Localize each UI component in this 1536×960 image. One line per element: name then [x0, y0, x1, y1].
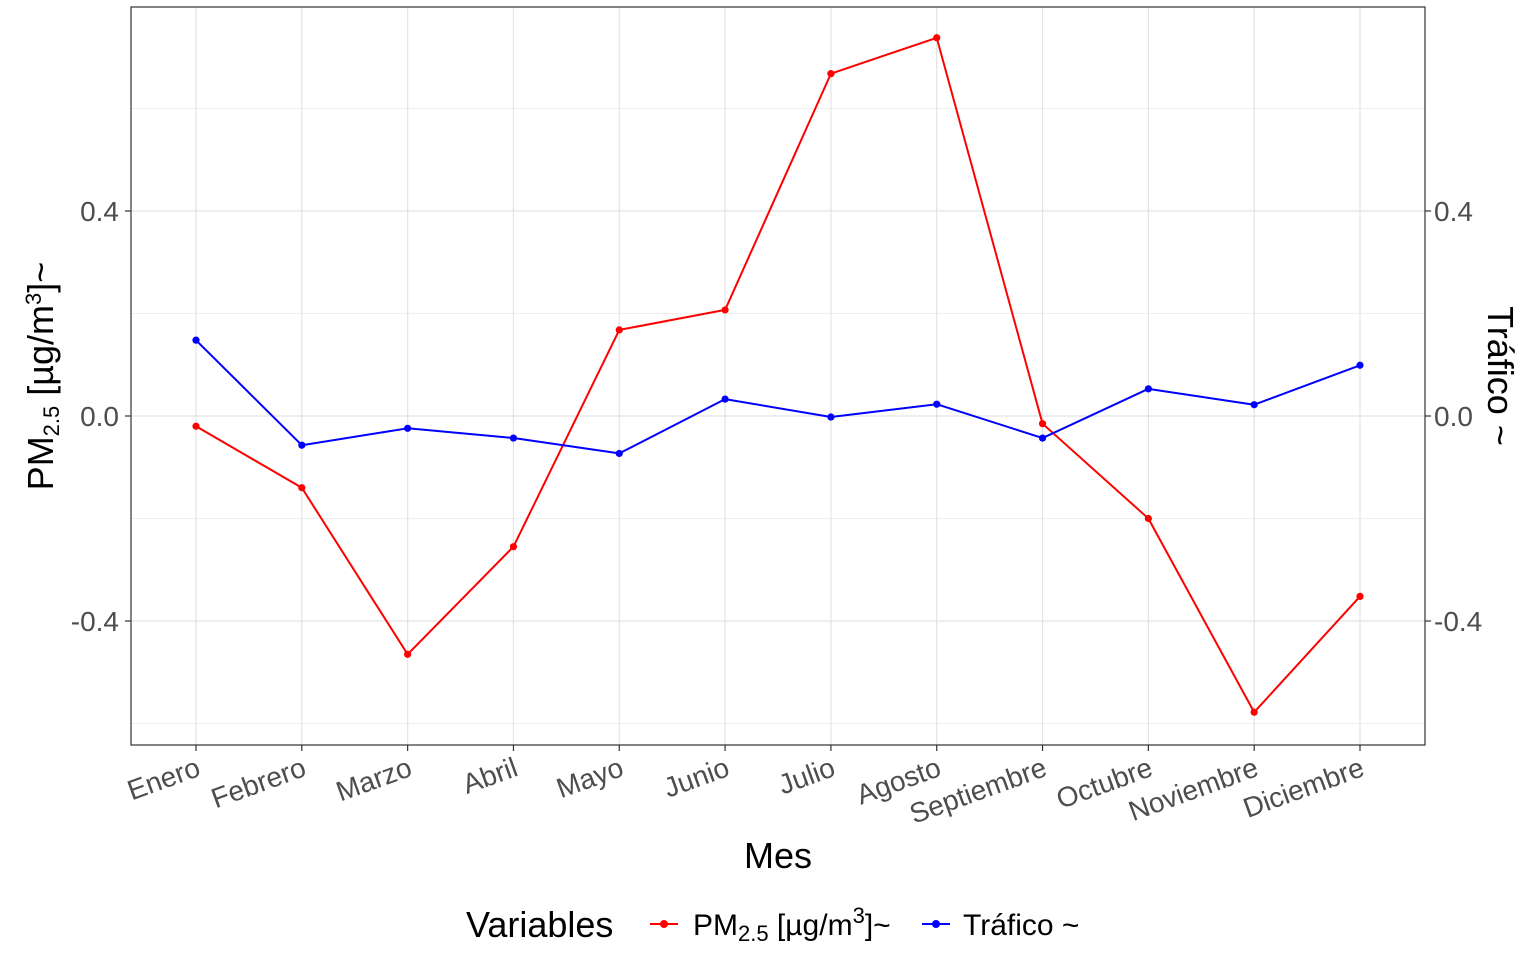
data-point-1 [1038, 434, 1047, 442]
legend-key-point [932, 920, 940, 928]
x-tick-label: Mayo [552, 752, 627, 805]
data-point-0 [1038, 420, 1047, 428]
data-point-0 [192, 422, 200, 430]
data-point-0 [721, 306, 729, 314]
legend-label-trafico: Tráfico ~ [963, 909, 1079, 942]
data-point-0 [509, 543, 518, 551]
data-point-0 [933, 34, 941, 42]
legend-key-trafico [922, 920, 950, 928]
data-point-0 [1250, 708, 1258, 716]
y-left-sup: 3 [21, 293, 46, 305]
y-left-sub: 2.5 [39, 406, 64, 437]
data-point-0 [298, 484, 306, 492]
data-point-1 [1144, 385, 1152, 393]
data-point-1 [933, 400, 941, 408]
legend: Variables PM2.5 [µg/m3]~ Tráfico ~ [466, 903, 1079, 946]
data-point-0 [615, 326, 623, 334]
legend-label-pm25: PM2.5 [µg/m3]~ [693, 903, 891, 946]
grid-major [131, 7, 1425, 745]
data-point-1 [404, 424, 412, 432]
y-axis-title-left: PM2.5 [µg/m3]~ [20, 262, 64, 491]
data-point-1 [192, 336, 200, 344]
x-tick-label: Julio [774, 752, 839, 801]
data-point-0 [1144, 514, 1152, 523]
series-line-0 [195, 36, 1361, 714]
series-line-1 [195, 339, 1361, 455]
y-tick-label-left: 0.4 [80, 196, 119, 227]
x-tick-label: Diciembre [1239, 752, 1368, 824]
data-point-1 [615, 449, 623, 458]
data-point-1 [721, 395, 729, 403]
y-left-unit-pre: [µg/m [20, 305, 61, 406]
y-tick-label-right: 0.0 [1434, 401, 1473, 432]
data-point-1 [509, 434, 518, 442]
legend-pm-sub: 2.5 [738, 921, 769, 946]
ticks-layer: -0.4 -0.4 0.0 0.0 0.4 0.4 Enero Febrero Marzo Abr… [71, 196, 1483, 830]
y-tick-label-right: -0.4 [1434, 606, 1482, 637]
data-point-0 [404, 650, 412, 658]
panel-border [130, 6, 1426, 746]
legend-pm-sup: 3 [853, 903, 865, 928]
y-tick-label-left: -0.4 [71, 606, 119, 637]
y-tick-label-right: 0.4 [1434, 196, 1473, 227]
data-point-1 [298, 441, 306, 449]
legend-pm-base: PM [693, 909, 738, 942]
x-tick-label: Marzo [332, 752, 416, 808]
legend-pm-unit-post: ]~ [865, 909, 891, 942]
data-point-1 [1356, 361, 1364, 369]
y-axis-title-right: Tráfico ~ [1480, 306, 1521, 446]
x-tick-label: Junio [660, 752, 734, 804]
legend-title: Variables [466, 904, 613, 945]
series-layer [192, 34, 1364, 716]
y-left-base: PM [20, 436, 61, 490]
legend-key-pm25 [650, 920, 678, 928]
y-tick-label-left: 0.0 [80, 401, 119, 432]
grid-minor [131, 108, 1425, 724]
data-point-0 [827, 70, 835, 78]
data-point-1 [827, 413, 835, 421]
y-left-unit-post: ]~ [20, 262, 61, 293]
x-axis-title: Mes [744, 835, 812, 876]
data-point-0 [1356, 592, 1364, 601]
x-tick-label: Febrero [207, 752, 310, 815]
data-point-1 [1250, 401, 1258, 409]
x-tick-label: Enero [123, 752, 204, 807]
legend-key-point [660, 920, 668, 928]
legend-pm-unit-pre: [µg/m [769, 909, 853, 942]
x-tick-label: Abril [458, 752, 521, 800]
